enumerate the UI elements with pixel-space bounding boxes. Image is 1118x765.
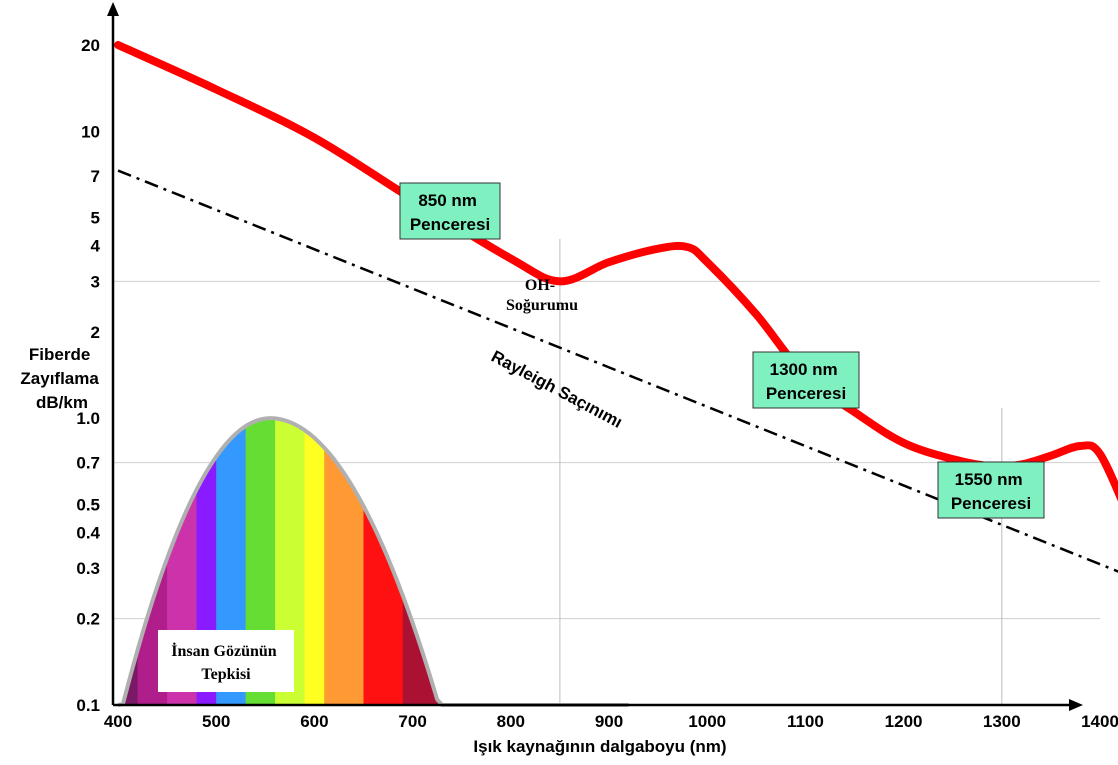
y-axis-title-line-1: Fiberde <box>29 345 90 364</box>
y-tick-label: 20 <box>81 36 100 55</box>
y-tick-label: 3 <box>91 272 100 291</box>
rayleigh-label: Rayleigh Saçınımı <box>488 347 625 432</box>
y-tick-label: 0.2 <box>76 610 100 629</box>
eye-response-band <box>402 418 463 705</box>
axes <box>107 2 1083 711</box>
eye-response-band <box>324 418 364 705</box>
y-tick-label: 0.4 <box>76 523 100 542</box>
eye-response-label-text: İnsan Gözünün Tepkisi <box>171 641 280 683</box>
y-tick-label: 2 <box>91 323 100 342</box>
y-tick-labels: 20 10 7 5 4 3 2 1.0 0.7 0.5 0.4 0.3 0.2 0.1 <box>76 36 100 715</box>
y-axis-title-line-3: dB/km <box>36 393 88 412</box>
y-tick-label: 0.3 <box>76 559 100 578</box>
x-tick-label: 600 <box>300 712 328 731</box>
annotation-850-text: 850 nm Penceresi <box>410 191 490 234</box>
x-tick-label: 900 <box>595 712 623 731</box>
eye-response-label: İnsan Gözünün Tepkisi <box>158 630 294 692</box>
y-axis-title: Fiberde Zayıflama dB/km <box>20 345 103 412</box>
eye-response-band <box>461 418 561 705</box>
x-tick-label: 500 <box>202 712 230 731</box>
eye-response-label-box <box>158 630 294 692</box>
x-tick-labels: 4005006007008009001000110012001300140015… <box>104 712 1118 731</box>
y-tick-label: 0.7 <box>76 454 100 473</box>
annotation-1550-box <box>937 461 1045 519</box>
annotation-850-box <box>399 182 501 240</box>
y-tick-label: 7 <box>91 167 100 186</box>
x-tick-label: 700 <box>398 712 426 731</box>
annotation-850-window: 850 nm Penceresi <box>399 182 501 240</box>
rayleigh-scattering-line <box>117 169 1118 573</box>
x-axis-arrow <box>1069 699 1083 711</box>
y-tick-label: 4 <box>91 236 101 255</box>
x-tick-label: 1300 <box>983 712 1021 731</box>
x-tick-label: 400 <box>104 712 132 731</box>
x-tick-label: 1000 <box>688 712 726 731</box>
oh-absorption-label: OH- Soğurumu <box>506 277 578 314</box>
y-tick-label: 0.1 <box>76 696 100 715</box>
y-tick-label: 1.0 <box>76 409 100 428</box>
annotation-1300-box <box>752 351 860 409</box>
eye-response-band <box>304 418 325 705</box>
y-tick-label: 0.5 <box>76 496 100 515</box>
y-axis-title-line-2: Zayıflama <box>20 369 99 388</box>
x-tick-label: 1400 <box>1081 712 1118 731</box>
x-tick-label: 1200 <box>885 712 923 731</box>
x-tick-label: 800 <box>497 712 525 731</box>
eye-response-band <box>363 418 404 705</box>
annotation-1550-window: 1550 nm Penceresi <box>937 461 1045 519</box>
eye-response-band <box>559 418 629 705</box>
y-axis-arrow <box>107 2 119 16</box>
y-tick-label: 5 <box>91 209 100 228</box>
y-tick-label: 10 <box>81 122 100 141</box>
annotation-1300-window: 1300 nm Penceresi <box>752 351 860 409</box>
annotation-1550-text: 1550 nm Penceresi <box>951 470 1031 513</box>
x-axis-title: Işık kaynağının dalgaboyu (nm) <box>473 737 726 756</box>
x-tick-label: 1100 <box>787 712 824 731</box>
annotation-1300-text: 1300 nm Penceresi <box>766 360 846 403</box>
